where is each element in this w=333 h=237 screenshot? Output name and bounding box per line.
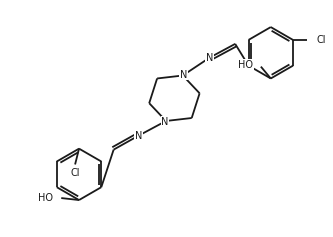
Text: N: N xyxy=(161,117,169,127)
Text: N: N xyxy=(206,53,213,63)
Text: Cl: Cl xyxy=(317,35,326,45)
Text: HO: HO xyxy=(38,193,53,203)
Text: N: N xyxy=(180,69,187,80)
Text: HO: HO xyxy=(238,60,253,70)
Text: Cl: Cl xyxy=(70,168,80,178)
Text: N: N xyxy=(135,131,142,141)
